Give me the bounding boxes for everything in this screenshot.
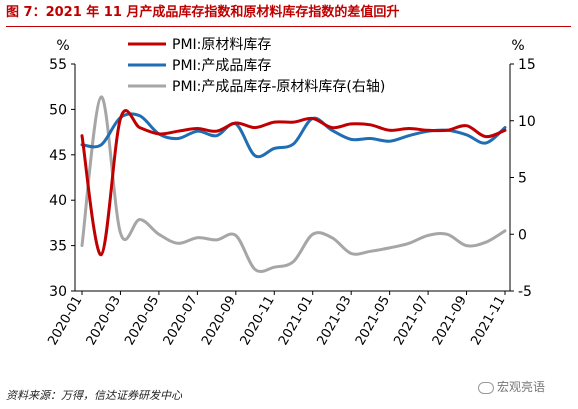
x-tick-label: 2020-09: [199, 294, 239, 349]
left-tick-label: 30: [49, 284, 67, 300]
watermark-icon: [478, 381, 494, 394]
x-tick-label: 2020-01: [45, 294, 85, 349]
chart-title: 图 7：2021 年 11 月产成品库存指数和原材料库存指数的差值回升: [6, 5, 400, 20]
x-tick-label: 2021-05: [353, 294, 393, 349]
left-tick-label: 40: [49, 193, 67, 209]
series-line-inventory-difference: [80, 95, 507, 273]
right-tick-label: 10: [518, 114, 536, 130]
legend-label: PMI:原材料库存: [172, 37, 271, 53]
x-tick-label: 2021-11: [468, 294, 508, 349]
watermark-text: 宏观亮语: [497, 380, 546, 394]
x-tick-label: 2020-03: [84, 294, 124, 349]
chart-series: [80, 95, 507, 273]
left-tick-label: 45: [49, 148, 67, 164]
left-tick-label: 35: [49, 239, 67, 255]
x-tick-label: 2021-01: [276, 294, 316, 349]
x-tick-label: 2020-11: [238, 294, 278, 349]
source-note: 资料来源：万得，信达证券研发中心: [6, 389, 182, 402]
legend-label: PMI:产成品库存-原材料库存(右轴): [172, 79, 385, 95]
series-line-finished-goods-inventory: [80, 112, 507, 159]
title-divider: [6, 26, 571, 27]
x-tick-label: 2020-07: [161, 294, 201, 349]
right-axis-unit: %: [511, 38, 524, 54]
right-tick-label: 5: [518, 171, 527, 187]
x-tick-label: 2021-07: [391, 294, 431, 349]
right-tick-label: 15: [518, 57, 536, 73]
x-tick-label: 2020-05: [122, 294, 162, 349]
left-tick-label: 55: [49, 57, 67, 73]
legend-label: PMI:产成品库存: [172, 58, 271, 74]
left-tick-label: 50: [49, 102, 67, 118]
series-line-raw-material-inventory: [80, 109, 507, 257]
left-axis-unit: %: [56, 38, 69, 54]
x-tick-label: 2021-09: [430, 293, 470, 348]
watermark: 宏观亮语: [478, 378, 545, 395]
chart-legend: PMI:原材料库存 PMI:产成品库存 PMI:产成品库存-原材料库存(右轴): [128, 37, 385, 95]
right-tick-label: -5: [518, 284, 532, 300]
x-tick-label: 2021-03: [314, 294, 354, 349]
right-tick-label: 0: [518, 227, 527, 243]
